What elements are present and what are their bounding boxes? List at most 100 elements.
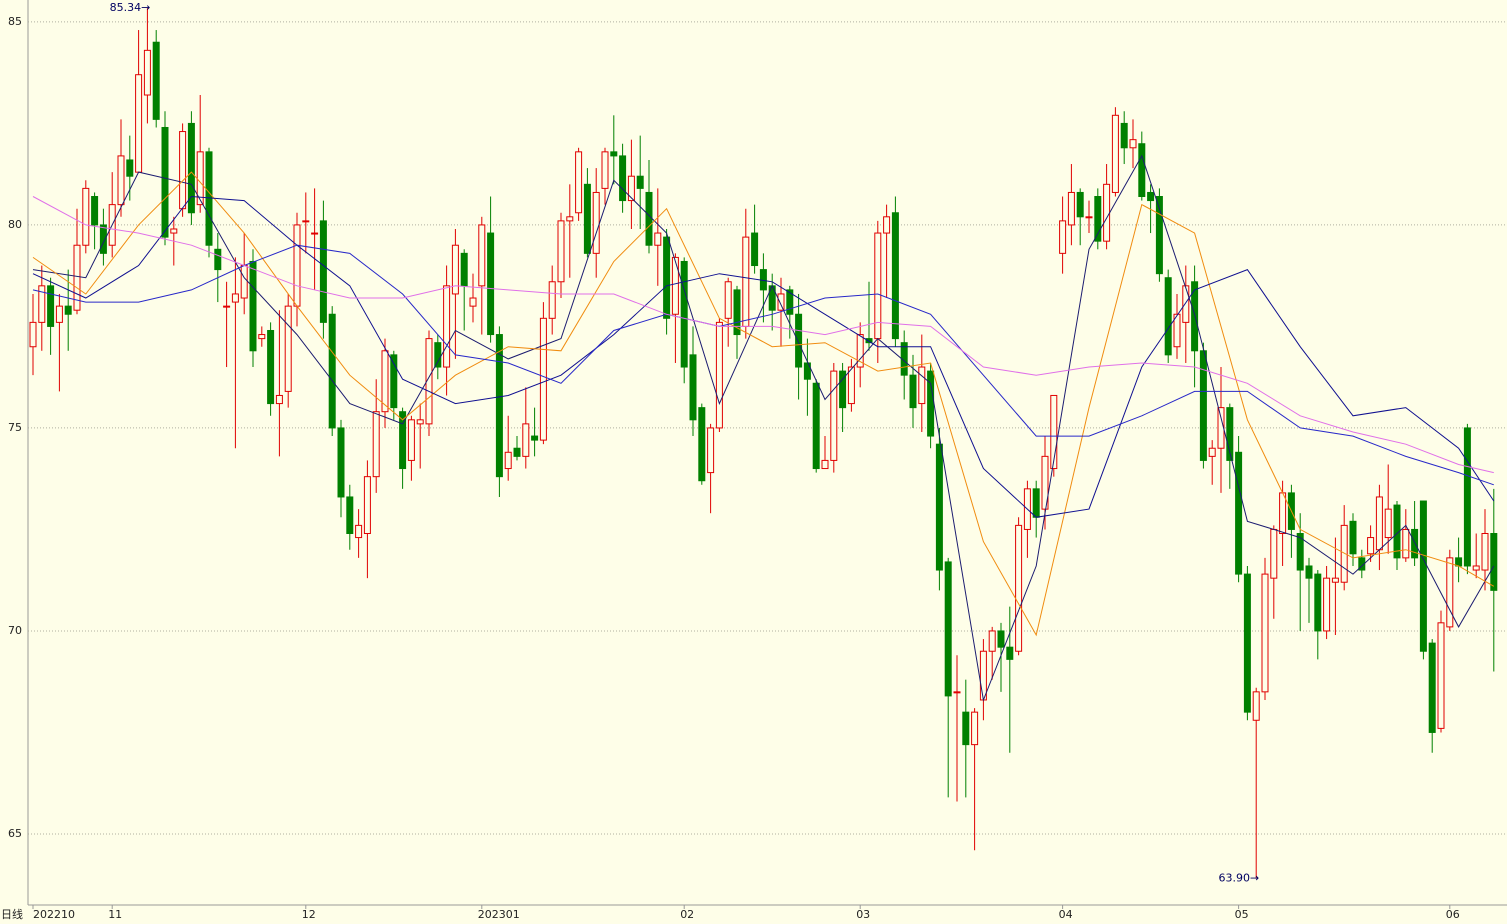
candle-body [1015,524,1023,652]
candle-body [777,293,785,311]
candle-body [1173,313,1181,348]
candle-body [451,244,459,295]
candle-body [988,630,996,652]
candle-body [1085,216,1093,219]
candle-body [293,224,301,307]
candle-body [795,313,803,368]
candle-body [1455,557,1463,567]
candle-body [539,317,547,441]
x-tick-label: 11 [108,908,122,921]
candle-body [1384,508,1392,539]
candle-body [328,313,336,429]
candle-body [135,74,143,173]
candle-body [1358,557,1366,571]
candle-body [179,131,187,210]
candle-body [1314,573,1322,632]
candle-body [390,354,398,409]
candle-body [962,711,970,746]
candle-body [1147,191,1155,202]
candle-body [47,285,55,327]
candle-body [1111,114,1119,193]
candle-body [627,175,635,202]
candle-body [117,155,125,206]
candle-body [619,155,627,202]
candle-body [786,289,794,315]
candle-body [1164,277,1172,356]
candle-body [82,187,90,246]
candle-body [1041,455,1049,510]
candle-body [610,151,618,157]
candle-body [918,366,926,405]
candle-body [1331,577,1339,583]
low-annotation: 63.90→ [1218,872,1259,885]
high-annotation: 85.34→ [110,1,151,14]
candle-body [399,411,407,470]
period-label: 日线 [1,907,23,921]
candle-body [1481,532,1489,571]
candle-body [460,252,468,287]
candle-body [909,374,917,409]
candle-body [1076,191,1084,218]
candle-body [1182,285,1190,323]
candle-body [1305,565,1313,579]
candle-body [1296,532,1304,571]
candle-body [504,451,512,470]
candle-body [1067,191,1075,226]
candle-body [707,427,715,474]
candle-body [821,459,829,470]
candle-body [1393,504,1401,559]
candle-body [1120,122,1128,149]
candle-body [733,289,741,336]
candle-body [240,265,248,299]
candle-body [407,419,415,461]
candle-body [1103,183,1111,242]
candle-body [927,370,935,437]
candle-body [654,232,662,246]
candle-body [1059,220,1067,254]
candle-body [839,370,847,409]
candle-body [1199,350,1207,461]
candle-body [979,650,987,701]
candle-body [1437,622,1445,729]
candle-body [742,236,750,327]
candle-body [1138,143,1146,198]
candle-body [1235,451,1243,575]
candle-body [363,476,371,534]
candle-body [689,354,697,421]
candle-body [803,362,811,380]
candle-body [645,191,653,246]
moving-average-line [32,154,1495,702]
candle-body [170,228,178,234]
candle-body [663,236,671,319]
candle-body [223,305,231,308]
candle-body [284,305,292,392]
x-tick-label: 02 [680,908,694,921]
candle-body [249,260,257,352]
candle-body [1252,691,1260,721]
candle-body [1349,520,1357,555]
moving-average-line [32,195,1495,518]
x-tick-label: 06 [1446,908,1460,921]
candle-body [487,232,495,336]
candle-body [1261,573,1269,693]
candle-body [372,411,380,478]
candle-body [99,224,107,254]
moving-average-line [32,196,1494,474]
x-tick-label: 05 [1235,908,1249,921]
candle-body [143,49,151,96]
candle-body [126,159,134,177]
candle-body [698,407,706,482]
y-tick-label: 80 [8,218,22,231]
candle-body [1375,496,1383,551]
candle-body [1155,196,1163,275]
candle-body [64,305,72,315]
y-tick-label: 85 [8,15,22,28]
candle-body [1006,646,1014,660]
y-tick-label: 65 [8,827,22,840]
candle-body [566,216,574,222]
candle-body [73,244,81,311]
candle-body [1208,447,1216,457]
candle-body [346,496,354,534]
candle-body [337,427,345,498]
